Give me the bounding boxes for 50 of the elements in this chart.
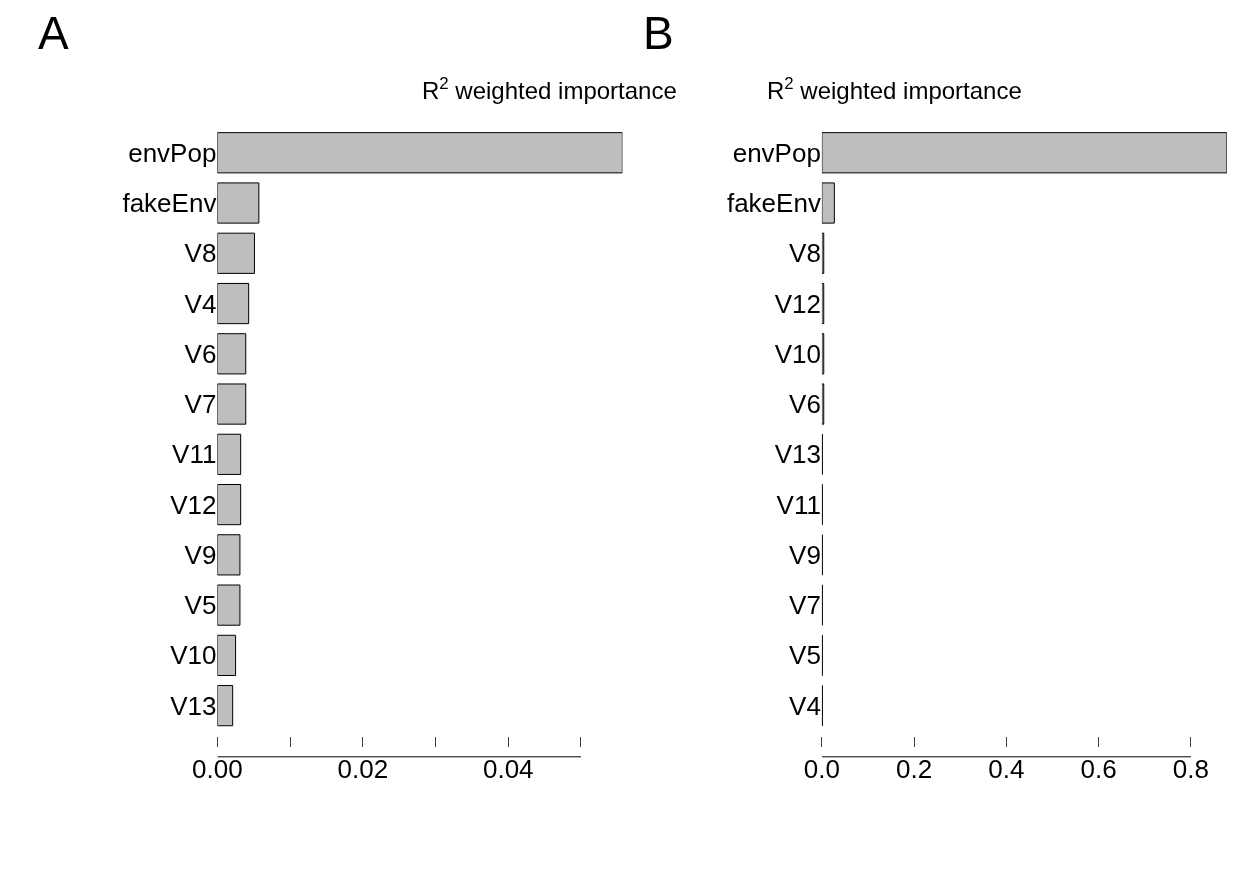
- y-tick-label: envPop: [128, 137, 217, 168]
- x-tick-label: 0.02: [337, 754, 389, 784]
- y-tick-label: V7: [789, 590, 821, 621]
- chart-title: R$^{2}$ weighted importance: [767, 74, 1022, 105]
- y-tick-label: V5: [184, 590, 217, 621]
- y-tick-label: V6: [789, 389, 821, 420]
- bar: [217, 483, 242, 526]
- y-tick-label: V8: [184, 238, 217, 269]
- bar: [217, 232, 255, 274]
- bar: [217, 534, 241, 576]
- bar: [217, 282, 250, 325]
- x-tick-label: 0.00: [192, 754, 243, 784]
- x-tick-label: 0.8: [1172, 754, 1209, 784]
- bar: [217, 132, 623, 174]
- y-tick-label: V12: [170, 489, 217, 520]
- bar: [217, 333, 247, 375]
- bar: [821, 132, 1227, 174]
- bar: [217, 383, 247, 425]
- x-tick-label: 0.4: [988, 754, 1025, 784]
- chart-title: R$^{2}$ weighted importance: [422, 74, 677, 105]
- y-tick-label: V9: [184, 539, 217, 570]
- y-tick-label: V10: [170, 640, 217, 671]
- y-tick-label: fakeEnv: [122, 188, 217, 219]
- y-tick-label: V4: [184, 288, 217, 319]
- text: B: [643, 7, 674, 59]
- y-tick-label: V9: [789, 539, 821, 570]
- x-tick-label: 0.6: [1080, 754, 1117, 784]
- y-tick-label: V13: [170, 690, 217, 721]
- text: A: [38, 7, 69, 59]
- bar: [217, 685, 234, 727]
- y-tick-label: fakeEnv: [726, 188, 821, 219]
- y-tick-label: V11: [776, 489, 821, 520]
- y-tick-label: V13: [774, 439, 821, 470]
- bar: [821, 182, 835, 224]
- y-tick-label: V10: [774, 338, 821, 369]
- bar: [217, 433, 242, 475]
- bar: [217, 584, 241, 626]
- y-tick-label: V5: [789, 640, 821, 671]
- y-tick-label: V4: [789, 690, 821, 721]
- y-tick-label: V6: [184, 338, 217, 369]
- x-tick-label: 0.2: [896, 754, 933, 784]
- y-tick-label: V12: [774, 288, 821, 319]
- y-tick-label: V8: [789, 238, 821, 269]
- y-tick-label: envPop: [732, 137, 821, 168]
- x-tick-label: 0.04: [482, 754, 534, 784]
- y-tick-label: V11: [172, 439, 217, 470]
- y-tick-label: V7: [184, 389, 217, 420]
- bar: [217, 182, 260, 224]
- bar: [217, 634, 237, 676]
- x-tick-label: 0.0: [803, 754, 840, 784]
